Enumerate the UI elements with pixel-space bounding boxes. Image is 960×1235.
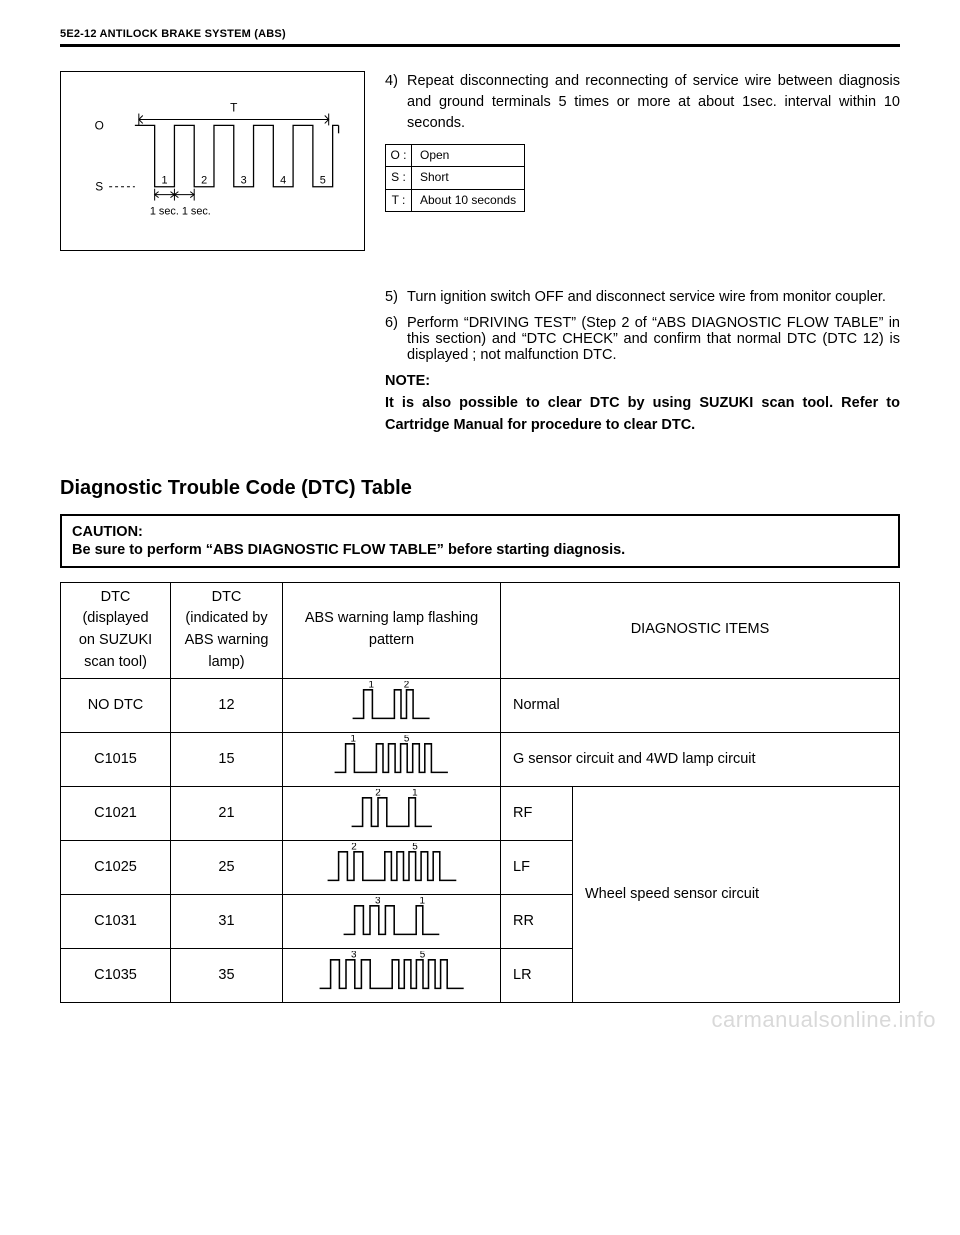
dtc-code: C1021 xyxy=(61,786,171,840)
svg-text:1: 1 xyxy=(162,175,168,187)
dtc-code: C1025 xyxy=(61,840,171,894)
dtc-lamp: 31 xyxy=(171,894,283,948)
svg-text:4: 4 xyxy=(280,175,286,187)
dtc-h4: DIAGNOSTIC ITEMS xyxy=(501,582,900,678)
dtc-position: LR xyxy=(501,948,573,1002)
t-label: T xyxy=(230,101,237,115)
note-label: NOTE: xyxy=(385,373,900,389)
ost-key: O : xyxy=(386,145,412,167)
o-label: O xyxy=(95,118,104,132)
s-label: S xyxy=(95,180,103,194)
svg-text:2: 2 xyxy=(201,175,207,187)
dtc-pattern: 2 1 xyxy=(283,786,501,840)
dtc-lamp: 25 xyxy=(171,840,283,894)
dtc-pattern: 1 2 xyxy=(283,678,501,732)
dtc-position: RR xyxy=(501,894,573,948)
dtc-pattern: 3 5 xyxy=(283,948,501,1002)
dtc-h3: ABS warning lamp flashingpattern xyxy=(283,582,501,678)
watermark: carmanualsonline.info xyxy=(711,1007,936,1033)
dtc-lamp: 21 xyxy=(171,786,283,840)
caution-box: CAUTION: Be sure to perform “ABS DIAGNOS… xyxy=(60,514,900,568)
dtc-code: C1015 xyxy=(61,732,171,786)
page-header: 5E2-12 ANTILOCK BRAKE SYSTEM (ABS) xyxy=(60,28,900,40)
dtc-pattern: 1 5 xyxy=(283,732,501,786)
dtc-lamp: 12 xyxy=(171,678,283,732)
dtc-lamp: 15 xyxy=(171,732,283,786)
svg-text:3: 3 xyxy=(241,175,247,187)
dtc-position: LF xyxy=(501,840,573,894)
ost-key: T : xyxy=(386,189,412,211)
ost-val: About 10 seconds xyxy=(412,189,525,211)
ost-val: Open xyxy=(412,145,525,167)
section-title: Diagnostic Trouble Code (DTC) Table xyxy=(60,477,900,500)
dtc-position: RF xyxy=(501,786,573,840)
caution-label: CAUTION: xyxy=(72,524,888,540)
dtc-h1: DTC(displayedon SUZUKIscan tool) xyxy=(61,582,171,678)
step-6: 6) Perform “DRIVING TEST” (Step 2 of “AB… xyxy=(385,315,900,363)
dtc-table: DTC(displayedon SUZUKIscan tool) DTC(ind… xyxy=(60,582,900,1003)
dtc-h2: DTC(indicated byABS warninglamp) xyxy=(171,582,283,678)
svg-text:5: 5 xyxy=(320,175,326,187)
table-row: NO DTC12 1 2 Normal xyxy=(61,678,900,732)
table-row: C102121 2 1 RFWheel speed sensor circuit xyxy=(61,786,900,840)
step-4: 4) Repeat disconnecting and reconnecting… xyxy=(385,71,900,134)
dtc-diag-group: Wheel speed sensor circuit xyxy=(573,786,900,1002)
dtc-pattern: 2 5 xyxy=(283,840,501,894)
dtc-diag: G sensor circuit and 4WD lamp circuit xyxy=(501,732,900,786)
caution-text: Be sure to perform “ABS DIAGNOSTIC FLOW … xyxy=(72,542,625,558)
sec-label: 1 sec. 1 sec. xyxy=(150,205,211,217)
dtc-pattern: 3 1 xyxy=(283,894,501,948)
step-5: 5) Turn ignition switch OFF and disconne… xyxy=(385,289,900,305)
table-row: C101515 1 5 G sensor circuit and 4WD lam… xyxy=(61,732,900,786)
timing-diagram: T O S 1 2 3 4 xyxy=(60,71,365,251)
ost-legend-table: O :OpenS :ShortT :About 10 seconds xyxy=(385,144,525,212)
ost-key: S : xyxy=(386,167,412,189)
ost-val: Short xyxy=(412,167,525,189)
dtc-diag: Normal xyxy=(501,678,900,732)
header-rule xyxy=(60,44,900,47)
dtc-code: C1031 xyxy=(61,894,171,948)
dtc-code: NO DTC xyxy=(61,678,171,732)
dtc-code: C1035 xyxy=(61,948,171,1002)
note-body: It is also possible to clear DTC by usin… xyxy=(385,393,900,437)
dtc-lamp: 35 xyxy=(171,948,283,1002)
